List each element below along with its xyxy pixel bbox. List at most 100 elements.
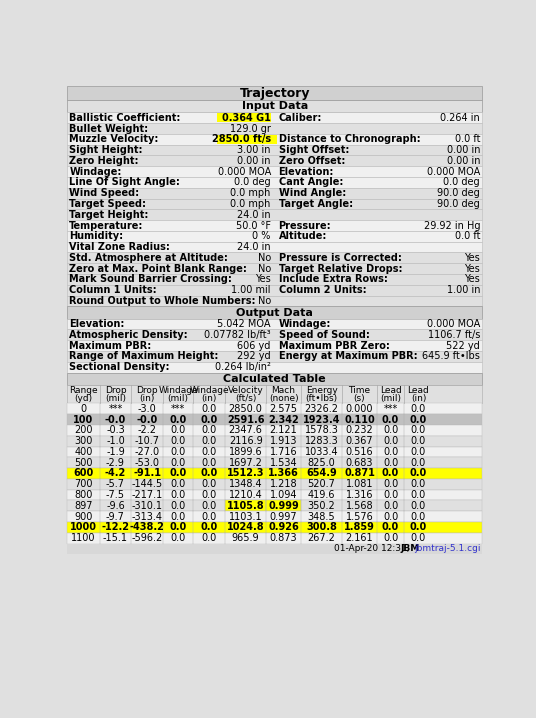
Text: -9.7: -9.7 [106, 512, 125, 521]
Text: No: No [258, 253, 271, 263]
Text: 500: 500 [74, 457, 93, 467]
Text: 2.342: 2.342 [268, 414, 299, 424]
Text: 0.0: 0.0 [202, 479, 217, 489]
Bar [67, 340, 482, 351]
Text: 0.0: 0.0 [200, 523, 218, 532]
Text: 0.0: 0.0 [382, 414, 399, 424]
Text: 1.081: 1.081 [346, 479, 373, 489]
Text: Velocity: Velocity [228, 386, 264, 395]
Text: Line Of Sight Angle:: Line Of Sight Angle: [69, 177, 180, 187]
Text: Vital Zone Radius:: Vital Zone Radius: [69, 242, 170, 252]
Text: Altitude:: Altitude: [279, 231, 327, 241]
Text: Sectional Density:: Sectional Density: [69, 362, 170, 372]
Bar [67, 522, 482, 533]
Text: 1.218: 1.218 [270, 479, 297, 489]
Bar [67, 264, 482, 274]
Text: Input Data: Input Data [242, 101, 308, 111]
Text: 0.516: 0.516 [346, 447, 374, 457]
Text: Include Extra Rows:: Include Extra Rows: [279, 274, 388, 284]
Text: Zero at Max. Point Blank Range:: Zero at Max. Point Blank Range: [69, 264, 247, 274]
Text: 267.2: 267.2 [308, 533, 336, 543]
Text: -2.9: -2.9 [106, 457, 125, 467]
Text: (ft/s): (ft/s) [235, 393, 256, 403]
Text: 0.364 G1: 0.364 G1 [222, 113, 271, 123]
Text: 3.00 in: 3.00 in [237, 145, 271, 155]
Text: Sight Offset:: Sight Offset: [279, 145, 349, 155]
Text: 0.000 MOA: 0.000 MOA [427, 319, 480, 329]
Text: 0.0: 0.0 [202, 447, 217, 457]
Text: (in): (in) [202, 393, 217, 403]
Text: jbmtraj-5.1.cgi: jbmtraj-5.1.cgi [414, 544, 481, 554]
Text: 1.366: 1.366 [268, 468, 299, 478]
Text: 1578.3: 1578.3 [304, 425, 339, 435]
Text: 1103.1: 1103.1 [229, 512, 263, 521]
Text: Target Speed:: Target Speed: [69, 199, 146, 209]
Text: 1.316: 1.316 [346, 490, 373, 500]
Text: Distance to Chronograph:: Distance to Chronograph: [279, 134, 420, 144]
Text: (ft•lbs): (ft•lbs) [306, 393, 338, 403]
Text: -7.5: -7.5 [106, 490, 125, 500]
Text: Pressure:: Pressure: [279, 220, 331, 230]
Text: Time: Time [348, 386, 370, 395]
Text: 0.0: 0.0 [382, 468, 399, 478]
Text: 1210.4: 1210.4 [229, 490, 263, 500]
Text: Yes: Yes [464, 274, 480, 284]
Text: 0.232: 0.232 [346, 425, 374, 435]
Text: -0.0: -0.0 [137, 414, 158, 424]
Text: 2850.0: 2850.0 [229, 404, 263, 414]
Text: 0: 0 [80, 404, 86, 414]
Text: Maximum PBR Zero:: Maximum PBR Zero: [279, 340, 390, 350]
Text: 1033.4: 1033.4 [305, 447, 338, 457]
Text: 0.0: 0.0 [169, 468, 187, 478]
Text: Caliber:: Caliber: [279, 113, 322, 123]
Text: Muzzle Velocity:: Muzzle Velocity: [69, 134, 159, 144]
Text: 0.0: 0.0 [383, 501, 398, 510]
Bar [67, 123, 482, 134]
Bar [67, 307, 482, 319]
Text: 0.0: 0.0 [411, 490, 426, 500]
Text: 0.0: 0.0 [202, 533, 217, 543]
Text: Column 1 Units:: Column 1 Units: [69, 285, 157, 295]
Text: 0.0: 0.0 [170, 447, 186, 457]
Bar [67, 533, 482, 544]
Text: Drop: Drop [136, 386, 158, 395]
Text: 24.0 in: 24.0 in [237, 242, 271, 252]
Text: 0.0: 0.0 [200, 468, 218, 478]
Text: 348.5: 348.5 [308, 512, 336, 521]
Text: Std. Atmosphere at Altitude:: Std. Atmosphere at Altitude: [69, 253, 228, 263]
Text: (s): (s) [354, 393, 366, 403]
Bar [67, 479, 482, 490]
Text: -9.6: -9.6 [106, 501, 125, 510]
Text: 0.0: 0.0 [411, 533, 426, 543]
Text: 1.913: 1.913 [270, 436, 297, 446]
Text: -1.9: -1.9 [106, 447, 125, 457]
Text: 0.871: 0.871 [344, 468, 375, 478]
Text: 1283.3: 1283.3 [304, 436, 338, 446]
Text: 0.0: 0.0 [411, 436, 426, 446]
Text: -2.2: -2.2 [138, 425, 157, 435]
Text: 0.0: 0.0 [202, 436, 217, 446]
Bar [217, 113, 271, 122]
Text: 0.0 deg: 0.0 deg [234, 177, 271, 187]
Text: Yes: Yes [464, 264, 480, 274]
Text: 0.0 ft: 0.0 ft [455, 231, 480, 241]
Text: Zero Offset:: Zero Offset: [279, 156, 345, 166]
Text: Lead: Lead [407, 386, 429, 395]
Text: (mil): (mil) [168, 393, 189, 403]
Text: 90.0 deg: 90.0 deg [437, 188, 480, 198]
Text: 2.121: 2.121 [270, 425, 297, 435]
Bar [67, 156, 482, 167]
Text: 350.2: 350.2 [308, 501, 336, 510]
Text: -438.2: -438.2 [130, 523, 165, 532]
Text: 0.000 MOA: 0.000 MOA [218, 167, 271, 177]
Text: 0.0: 0.0 [383, 425, 398, 435]
Text: 0.0: 0.0 [383, 447, 398, 457]
Text: Column 2 Units:: Column 2 Units: [279, 285, 366, 295]
Text: 0.000: 0.000 [346, 404, 373, 414]
Text: 0.0: 0.0 [411, 501, 426, 510]
Text: Range of Maximum Height:: Range of Maximum Height: [69, 351, 219, 361]
Bar [67, 112, 482, 123]
Text: 1.094: 1.094 [270, 490, 297, 500]
Bar [67, 404, 482, 414]
Text: Yes: Yes [255, 274, 271, 284]
